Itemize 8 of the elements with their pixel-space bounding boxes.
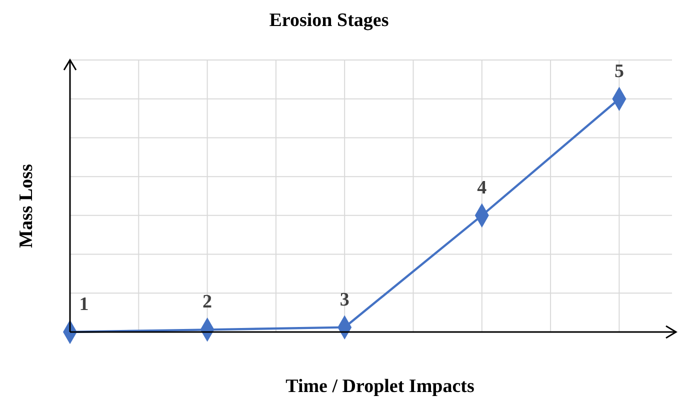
text: 5 [614, 60, 624, 82]
y-axis-title: Mass Loss [16, 164, 37, 248]
annotation: 4 [477, 177, 488, 198]
x-axis-title: Time / Droplet Impacts [286, 376, 474, 397]
annotation: 3 [340, 289, 350, 310]
chart-title: Erosion Stages [269, 10, 389, 31]
annotation: 2 [202, 292, 212, 313]
annotation: 1 [79, 294, 89, 315]
